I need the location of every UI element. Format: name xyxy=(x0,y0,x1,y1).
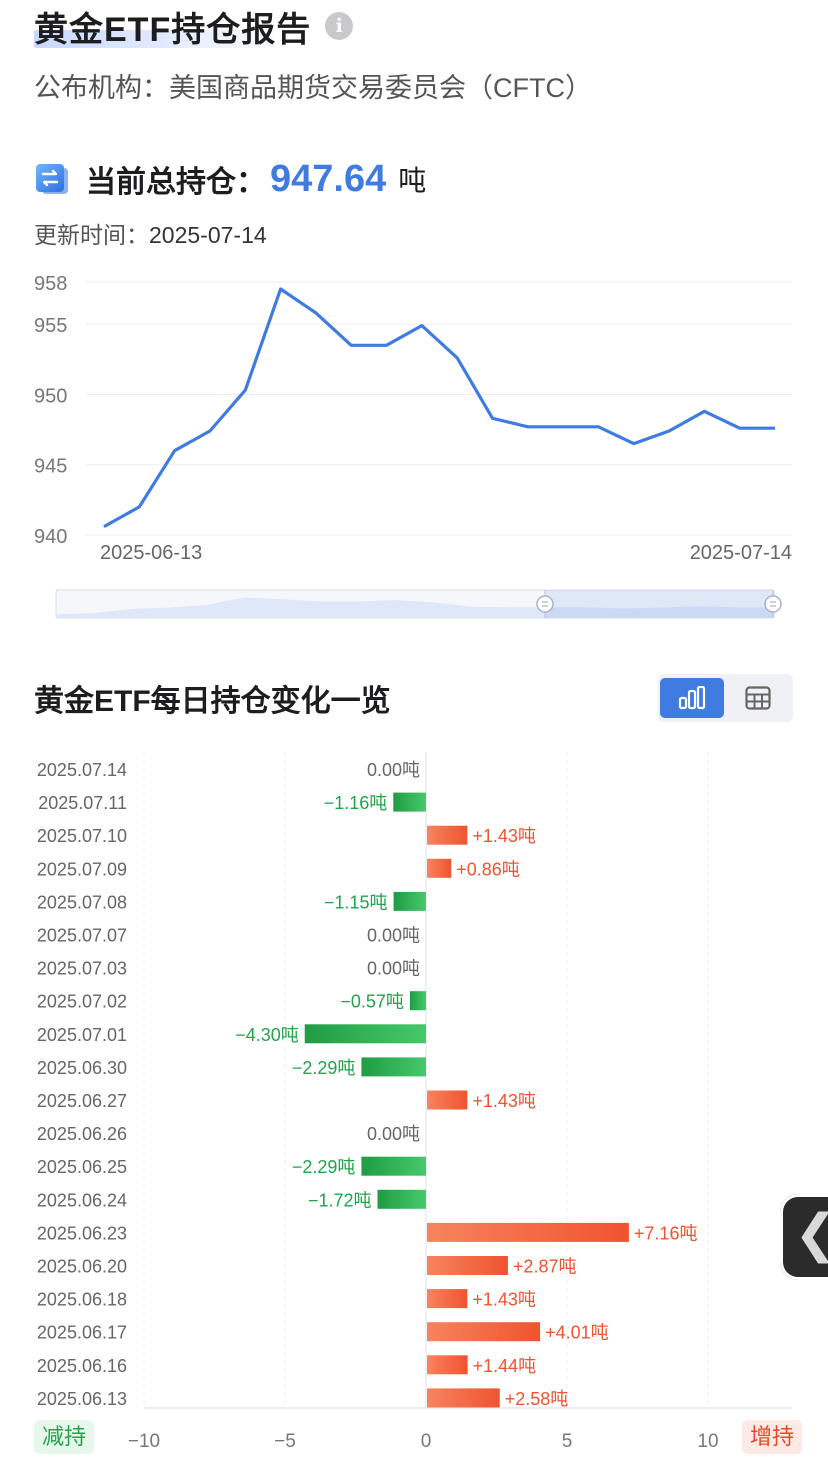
bar-category-label: 2025.06.30 xyxy=(37,1058,127,1078)
line-y-tick-label: 950 xyxy=(34,385,67,407)
bar-decrease xyxy=(361,1057,426,1077)
bar-increase xyxy=(427,1355,468,1375)
bar-value-label: 0.00吨 xyxy=(367,926,420,946)
exchange-icon xyxy=(36,164,68,194)
line-x-tick-label: 2025-06-13 xyxy=(100,542,202,564)
bar-x-tick-label: 5 xyxy=(562,1431,573,1452)
range-slider-preview xyxy=(56,597,774,618)
bar-value-label: +7.16吨 xyxy=(634,1223,698,1243)
chart-view-button[interactable] xyxy=(660,678,724,718)
publisher-text: 公布机构：美国商品期货交易委员会（CFTC） xyxy=(34,73,592,103)
line-y-tick-label: 945 xyxy=(34,456,67,478)
chevron-left-icon: ❮ xyxy=(794,1204,828,1264)
bar-value-label: +2.87吨 xyxy=(513,1257,577,1277)
range-slider-selection xyxy=(545,590,774,618)
bar-x-tick-label: 10 xyxy=(697,1431,718,1452)
bar-increase xyxy=(427,1388,500,1408)
bar-increase xyxy=(427,1090,468,1110)
bar-value-label: −2.29吨 xyxy=(292,1058,356,1078)
bar-category-label: 2025.07.07 xyxy=(37,926,127,946)
bar-category-label: 2025.06.27 xyxy=(37,1091,127,1111)
bar-increase xyxy=(427,1322,541,1342)
current-holding: 当前总持仓： 947.64 吨 xyxy=(34,152,426,206)
bar-category-label: 2025.06.16 xyxy=(37,1356,127,1376)
bar-increase xyxy=(427,825,468,845)
holding-label: 当前总持仓： xyxy=(86,166,266,199)
bar-increase xyxy=(427,1222,629,1242)
bar-value-label: −1.15吨 xyxy=(324,892,388,912)
bar-decrease xyxy=(393,891,426,911)
holding-value: 947.64 xyxy=(270,157,387,200)
bar-increase xyxy=(427,1289,468,1309)
line-x-tick-label: 2025-07-14 xyxy=(690,542,792,564)
bar-x-tick-label: −5 xyxy=(274,1431,296,1452)
line-y-tick-label: 940 xyxy=(34,526,67,548)
title-highlight xyxy=(34,30,274,48)
bar-category-label: 2025.07.02 xyxy=(37,992,127,1012)
update-label: 更新时间： xyxy=(34,222,149,248)
table-icon xyxy=(745,686,771,710)
bar-value-label: +0.86吨 xyxy=(456,859,520,879)
bar-value-label: +4.01吨 xyxy=(545,1323,609,1343)
bar-category-label: 2025.07.01 xyxy=(37,1025,127,1045)
bar-category-label: 2025.06.25 xyxy=(37,1157,127,1177)
daily-change-bar-chart: −10 −5 0 5 10 2025.07.14 0.00吨 2025.07.11 −1.16吨… xyxy=(37,752,792,1452)
line-series-path xyxy=(103,287,775,528)
range-slider-handle xyxy=(536,595,554,613)
info-icon[interactable]: i xyxy=(325,12,354,40)
bar-category-label: 2025.06.17 xyxy=(37,1323,127,1343)
bar-value-label: 0.00吨 xyxy=(367,959,420,979)
side-drawer-handle[interactable]: ❮ xyxy=(780,1194,828,1280)
bar-category-label: 2025.06.24 xyxy=(37,1190,127,1210)
bar-value-label: 0.00吨 xyxy=(367,760,420,780)
bar-value-label: −1.72吨 xyxy=(308,1190,372,1210)
bar-category-label: 2025.07.11 xyxy=(38,793,127,813)
bar-category-label: 2025.07.09 xyxy=(37,859,127,879)
section-title: 黄金ETF每日持仓变化一览 xyxy=(34,685,391,718)
bar-decrease xyxy=(361,1156,426,1176)
bar-category-label: 2025.06.20 xyxy=(37,1257,127,1277)
holding-unit: 吨 xyxy=(398,165,427,196)
holding-line-chart[interactable]: 940 945 950 955 958 2025-06-13 2025-07-14 xyxy=(0,260,828,630)
line-y-tick-label: 958 xyxy=(34,273,67,295)
bar-value-label: −4.30吨 xyxy=(235,1025,299,1045)
bar-increase xyxy=(427,1256,508,1275)
bar-decrease xyxy=(377,1189,426,1209)
bar-decrease xyxy=(393,792,426,812)
line-y-tick-label: 955 xyxy=(34,315,67,337)
title-row: 黄金ETF持仓报告 i xyxy=(34,4,354,49)
bar-decrease xyxy=(409,991,426,1011)
bar-value-label: +2.58吨 xyxy=(505,1389,569,1409)
bar-value-label: −2.29吨 xyxy=(292,1157,356,1177)
bar-category-label: 2025.06.18 xyxy=(37,1290,127,1310)
bar-category-label: 2025.06.13 xyxy=(37,1389,127,1409)
bar-category-label: 2025.07.14 xyxy=(37,760,127,780)
bar-value-label: +1.43吨 xyxy=(472,826,536,846)
bar-category-label: 2025.06.23 xyxy=(37,1223,127,1243)
decrease-tag: 减持 xyxy=(34,1420,95,1454)
bar-x-tick-label: 0 xyxy=(421,1431,432,1452)
bar-category-label: 2025.07.10 xyxy=(37,826,127,846)
bar-increase xyxy=(427,858,452,878)
bar-value-label: +1.43吨 xyxy=(472,1290,536,1310)
view-toggle xyxy=(658,674,793,722)
bar-value-label: −0.57吨 xyxy=(340,992,404,1012)
bar-value-label: +1.43吨 xyxy=(472,1091,536,1111)
bar-x-tick-label: −10 xyxy=(128,1431,160,1452)
update-date: 2025-07-14 xyxy=(149,222,267,248)
bar-value-label: 0.00吨 xyxy=(367,1124,420,1144)
bar-value-label: −1.16吨 xyxy=(324,793,388,813)
bar-decrease xyxy=(304,1024,426,1044)
increase-tag: 增持 xyxy=(742,1420,803,1454)
bar-category-label: 2025.07.03 xyxy=(37,959,127,979)
bar-value-label: +1.44吨 xyxy=(473,1356,537,1376)
bar-chart-icon xyxy=(678,686,706,710)
range-slider-handle xyxy=(764,595,782,613)
bar-category-label: 2025.06.26 xyxy=(37,1124,127,1144)
page-title: 黄金ETF持仓报告 xyxy=(34,10,312,49)
update-time: 更新时间：2025-07-14 xyxy=(34,216,267,250)
bar-category-label: 2025.07.08 xyxy=(37,892,127,912)
table-view-button[interactable] xyxy=(726,678,790,718)
